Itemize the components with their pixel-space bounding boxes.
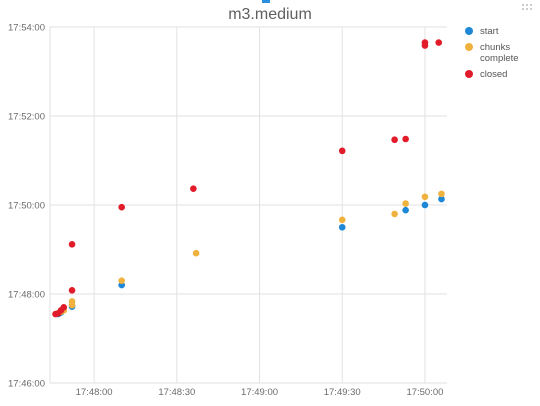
chart-title: m3.medium [228, 6, 312, 23]
data-point[interactable] [68, 301, 76, 309]
data-point[interactable] [435, 39, 443, 46]
y-tick-label: 17:50:00 [8, 201, 45, 212]
data-point[interactable] [118, 277, 125, 284]
data-point[interactable] [338, 223, 346, 231]
data-point[interactable] [402, 135, 409, 143]
legend-swatch [465, 27, 473, 35]
top-accent-bar [262, 0, 270, 3]
legend-swatch [465, 43, 473, 51]
data-points [52, 39, 445, 318]
more-options-icon[interactable] [522, 4, 534, 14]
x-tick-label: 17:50:00 [406, 387, 443, 398]
x-tick-label: 17:48:30 [158, 387, 195, 398]
series-0 [54, 195, 445, 318]
data-point[interactable] [421, 39, 429, 46]
legend-item[interactable]: chunks complete [464, 42, 536, 64]
legend-item[interactable]: closed [464, 69, 536, 80]
legend-label: start [480, 26, 499, 37]
data-point[interactable] [391, 210, 398, 218]
data-point[interactable] [421, 201, 429, 209]
legend-label: closed [480, 69, 508, 80]
legend-item[interactable]: start [464, 26, 536, 37]
series-2 [52, 39, 443, 318]
data-point[interactable] [68, 241, 76, 248]
data-point[interactable] [391, 136, 398, 144]
legend-label: chunks complete [480, 42, 519, 64]
data-point[interactable] [118, 203, 125, 211]
data-point[interactable] [68, 286, 76, 294]
axis-tick-labels: 17:48:00 17:48:30 17:49:00 17:49:30 17:50:00… [8, 23, 443, 399]
data-point[interactable] [190, 185, 197, 192]
legend: start chunks complete closed [464, 26, 536, 85]
x-tick-label: 17:49:30 [324, 387, 361, 398]
data-point[interactable] [402, 200, 409, 207]
y-tick-label: 17:48:00 [8, 290, 45, 301]
data-point[interactable] [192, 249, 200, 257]
data-point[interactable] [338, 216, 346, 224]
data-point[interactable] [421, 193, 429, 201]
y-tick-label: 17:54:00 [8, 23, 45, 34]
data-point[interactable] [402, 206, 409, 214]
data-point[interactable] [438, 190, 445, 198]
legend-swatch [465, 70, 473, 78]
data-point[interactable] [338, 147, 346, 155]
data-point[interactable] [60, 304, 68, 311]
x-tick-label: 17:48:00 [76, 387, 113, 398]
x-tick-label: 17:49:00 [241, 387, 278, 398]
series-1 [54, 190, 445, 317]
data-point[interactable] [438, 195, 445, 203]
y-tick-label: 17:46:00 [8, 379, 45, 390]
y-tick-label: 17:52:00 [8, 112, 45, 123]
gridlines [49, 26, 447, 384]
